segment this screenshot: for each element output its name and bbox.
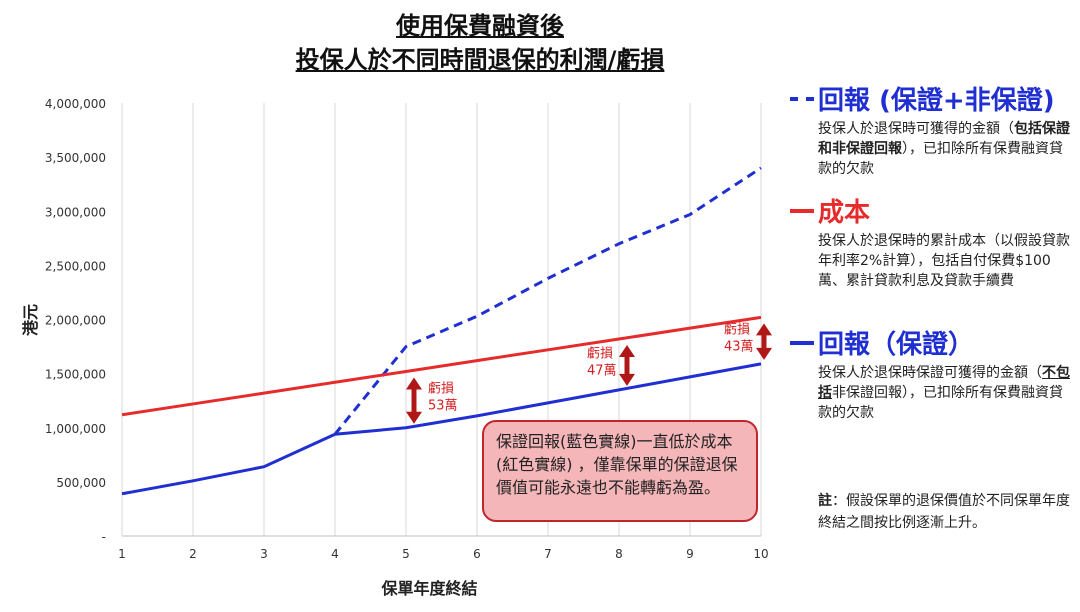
legend-cost: 成本 投保人於退保時的累計成本（以假設貸款年利率2%計算），包括自付保費$100… <box>790 192 1075 291</box>
solid-red-line-icon <box>790 208 814 213</box>
chart-title-line1: 使用保費融資後 <box>396 12 564 40</box>
loss-arrow-head-up <box>619 344 635 357</box>
x-tick-label: 7 <box>544 547 552 561</box>
y-axis-label: 港元 <box>21 304 40 336</box>
callout-box: 保證回報(藍色實線)一直低於成本(紅色實線) ，僅靠保單的保證退保價值可能永遠也… <box>482 420 758 522</box>
legend-total-label: 回報 (保證+非保證) <box>818 86 1055 116</box>
legend-total-desc: 投保人於退保時可獲得的金額（包括保證和非保證回報），已扣除所有保費融資貸款的欠款 <box>818 121 1070 177</box>
solid-blue-line-icon <box>790 340 814 345</box>
footnote: 註：假設保單的退保價值於不同保單年度終結之間按比例逐漸上升。 <box>818 493 1070 531</box>
legend-total-return: 回報 (保證+非保證) 投保人於退保時可獲得的金額（包括保證和非保證回報），已扣… <box>790 80 1075 179</box>
loss-value: 43萬 <box>724 340 754 355</box>
y-tick-label: 2,000,000 <box>45 314 106 328</box>
loss-value: 47萬 <box>587 363 617 378</box>
chart-title-line2: 投保人於不同時間退保的利潤/虧損 <box>295 46 665 74</box>
loss-label: 虧損 <box>724 322 750 338</box>
y-tick-label: 500,000 <box>56 476 106 490</box>
x-tick-label: 4 <box>331 547 339 561</box>
x-tick-label: 9 <box>686 547 694 561</box>
y-tick-label: 1,500,000 <box>45 368 106 382</box>
loss-arrow-head-up <box>756 323 772 336</box>
y-tick-label: 2,500,000 <box>45 259 106 273</box>
x-tick-label: 3 <box>260 547 268 561</box>
x-tick-label: 5 <box>402 547 410 561</box>
loss-label: 虧損 <box>587 345 613 361</box>
loss-arrow-head-up <box>406 377 422 390</box>
y-tick-label: 1,000,000 <box>45 422 106 436</box>
dashed-line-icon <box>790 96 814 101</box>
legend-guaranteed-desc: 投保人於退保時保證可獲得的金額（不包括非保證回報），已扣除所有保費融資貸款的欠款 <box>818 365 1070 421</box>
loss-value: 53萬 <box>428 399 458 414</box>
x-tick-label: 2 <box>189 547 197 561</box>
legend-guaranteed-label: 回報（保證） <box>818 330 975 360</box>
x-axis-label: 保單年度終結 <box>380 579 477 598</box>
x-tick-label: 8 <box>615 547 623 561</box>
legend-cost-desc: 投保人於退保時的累計成本（以假設貸款年利率2%計算），包括自付保費$100萬、累… <box>818 233 1070 289</box>
legend-cost-label: 成本 <box>818 198 871 228</box>
x-tick-label: 6 <box>473 547 481 561</box>
loss-arrow-head-down <box>406 411 422 424</box>
y-tick-label: 3,000,000 <box>45 205 106 219</box>
x-tick-label: 10 <box>753 547 768 561</box>
series-line-cost <box>121 315 762 417</box>
y-tick-label: 4,000,000 <box>45 97 106 111</box>
y-tick-label: - <box>102 530 106 544</box>
series-line-guaranteed-return <box>121 362 762 496</box>
loss-arrow-head-down <box>619 373 635 386</box>
loss-label: 虧損 <box>428 381 454 397</box>
y-tick-label: 3,500,000 <box>45 151 106 165</box>
x-tick-label: 1 <box>118 547 126 561</box>
series-line-total-return <box>333 166 762 436</box>
legend-guaranteed-return: 回報（保證） 投保人於退保時保證可獲得的金額（不包括非保證回報），已扣除所有保費… <box>790 324 1075 423</box>
loss-arrow-head-down <box>756 347 772 360</box>
